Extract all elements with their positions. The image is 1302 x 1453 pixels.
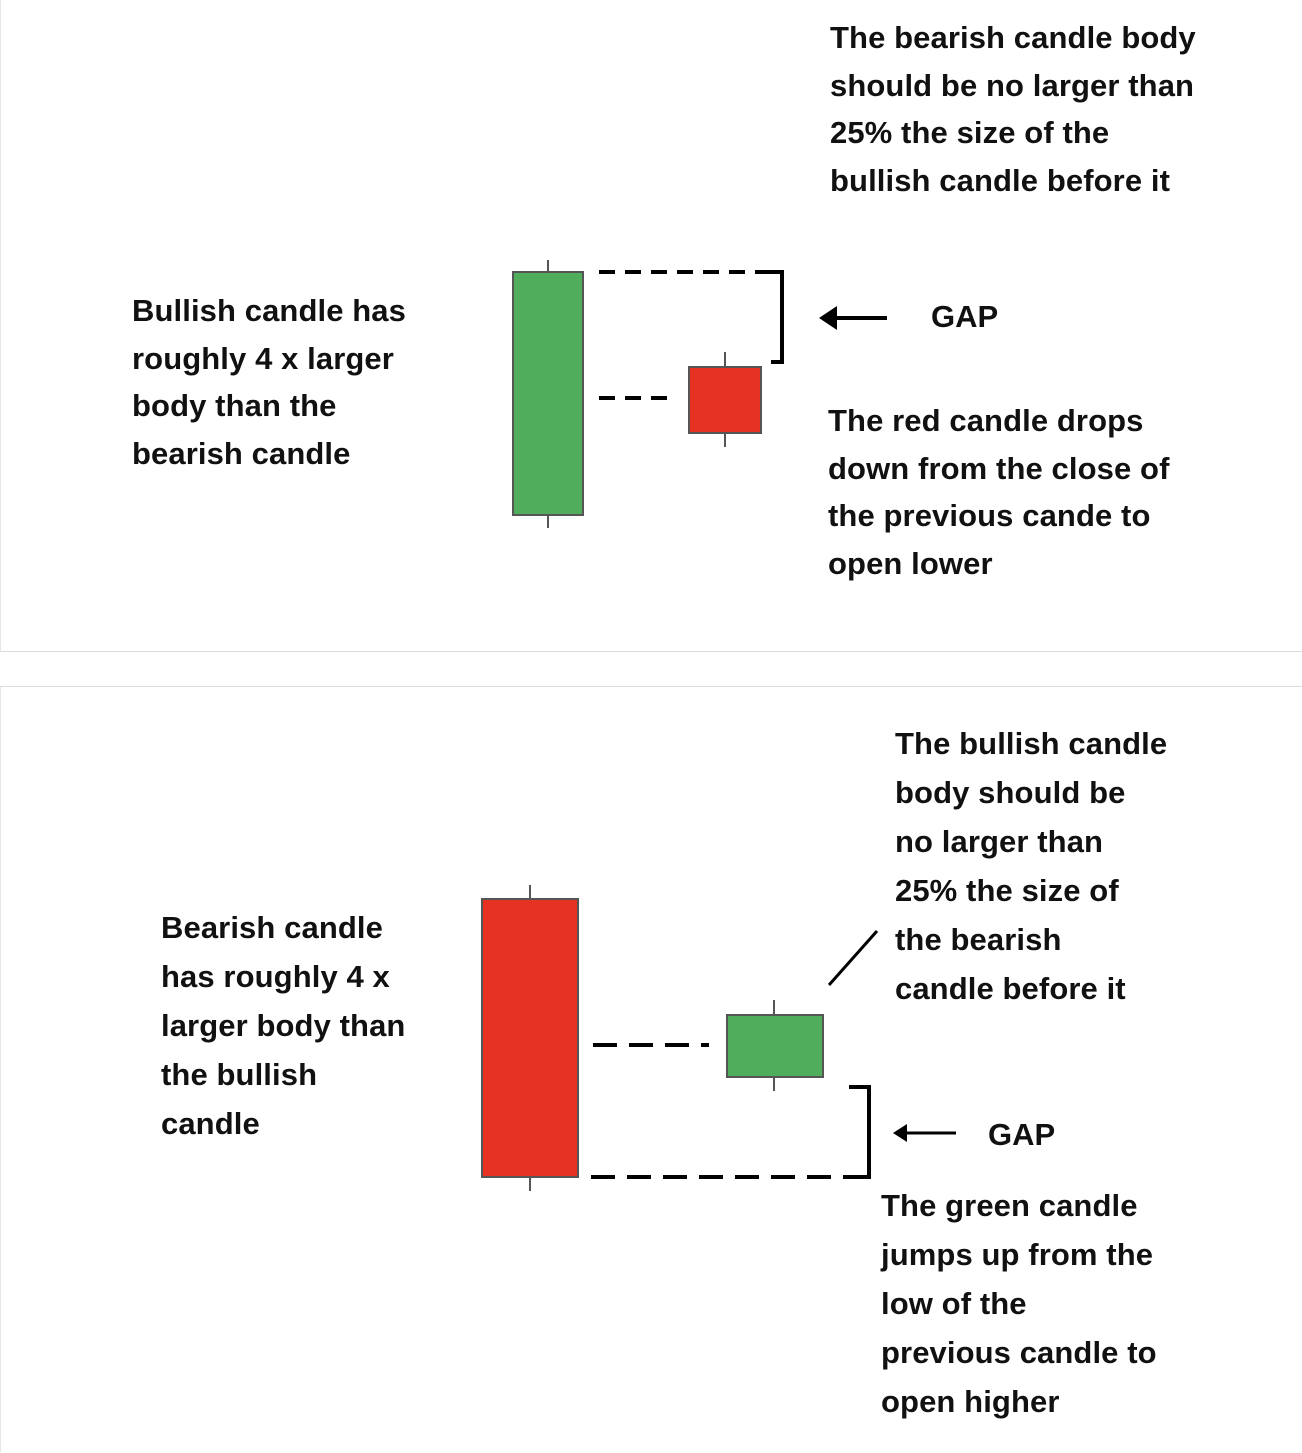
bearish-candle-body xyxy=(481,898,579,1178)
bullish-candle-body xyxy=(512,271,584,516)
bottom-note: The green candle jumps up from the low o… xyxy=(881,1188,1157,1419)
gap-label: GAP xyxy=(931,299,999,334)
bullish-pattern-panel: The bullish candle body should be no lar… xyxy=(0,686,1302,1452)
left-arrow-icon xyxy=(893,1124,956,1142)
left-note: Bullish candle has roughly 4 x larger bo… xyxy=(132,293,406,471)
pointer-line xyxy=(827,930,879,986)
bottom-diagram-canvas xyxy=(481,885,956,1191)
top-note: The bearish candle body should be no lar… xyxy=(830,20,1196,198)
left-arrow-icon xyxy=(819,306,887,330)
top-diagram-canvas xyxy=(512,260,887,528)
bearish-pattern-panel: The bearish candle body should be no lar… xyxy=(0,0,1302,652)
bottom-note: The red candle drops down from the close… xyxy=(828,403,1170,581)
gap-label: GAP xyxy=(988,1117,1056,1152)
top-note: The bullish candle body should be no lar… xyxy=(895,726,1168,1006)
bearish-candle-body xyxy=(688,366,762,434)
left-note: Bearish candle has roughly 4 x larger bo… xyxy=(161,910,406,1141)
bullish-candle-body xyxy=(726,1014,824,1078)
gap-bracket xyxy=(849,1085,871,1179)
gap-bracket xyxy=(771,270,784,364)
